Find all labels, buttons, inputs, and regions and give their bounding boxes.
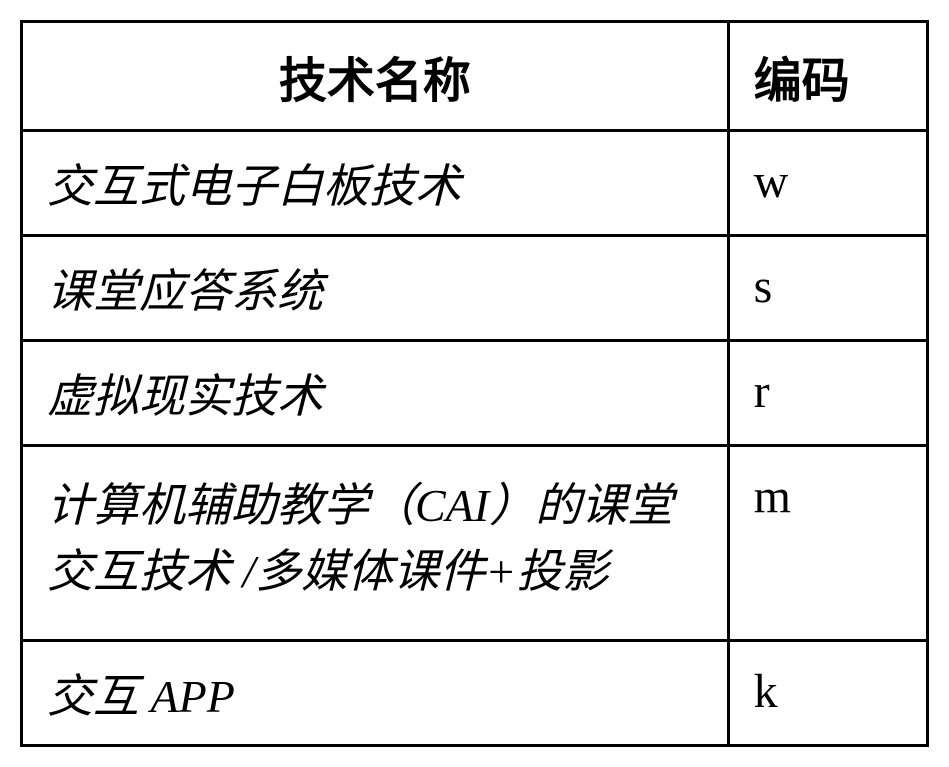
table-row: 虚拟现实技术 r bbox=[22, 341, 928, 446]
table-header-row: 技术名称 编码 bbox=[22, 22, 928, 131]
header-name: 技术名称 bbox=[22, 22, 729, 131]
cell-code: m bbox=[728, 446, 927, 641]
table-row: 交互式电子白板技术 w bbox=[22, 131, 928, 236]
cell-name: 虚拟现实技术 bbox=[22, 341, 729, 446]
cell-code: k bbox=[728, 641, 927, 746]
cell-name: 交互 APP bbox=[22, 641, 729, 746]
technology-table: 技术名称 编码 交互式电子白板技术 w 课堂应答系统 s 虚拟现实技术 r 计算… bbox=[20, 20, 929, 747]
table-row: 课堂应答系统 s bbox=[22, 236, 928, 341]
cell-name: 课堂应答系统 bbox=[22, 236, 729, 341]
cell-code: r bbox=[728, 341, 927, 446]
table-row: 计算机辅助教学（CAI）的课堂交互技术 /多媒体课件+投影 m bbox=[22, 446, 928, 641]
cell-code: w bbox=[728, 131, 927, 236]
cell-name: 计算机辅助教学（CAI）的课堂交互技术 /多媒体课件+投影 bbox=[22, 446, 729, 641]
header-code: 编码 bbox=[728, 22, 927, 131]
cell-name: 交互式电子白板技术 bbox=[22, 131, 729, 236]
cell-code: s bbox=[728, 236, 927, 341]
technology-table-container: 技术名称 编码 交互式电子白板技术 w 课堂应答系统 s 虚拟现实技术 r 计算… bbox=[20, 20, 929, 747]
table-row: 交互 APP k bbox=[22, 641, 928, 746]
